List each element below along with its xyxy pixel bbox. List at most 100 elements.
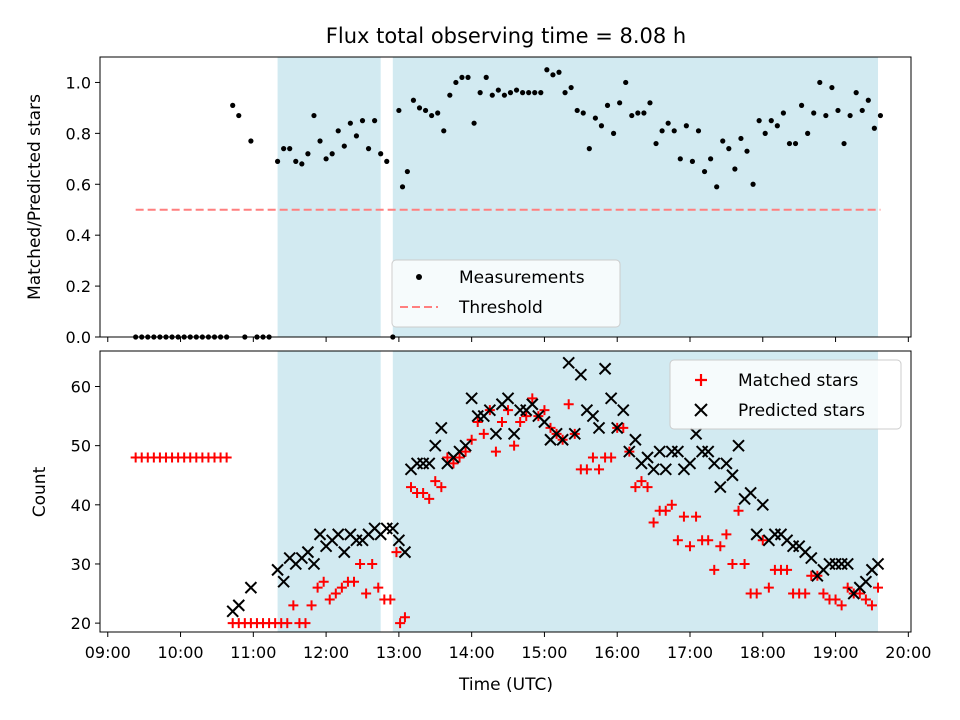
top-axes-frame <box>99 56 912 338</box>
measurement-point <box>641 110 647 116</box>
measurement-point <box>732 166 738 172</box>
matched-point <box>563 399 574 410</box>
matched-point <box>800 588 811 599</box>
measurement-point <box>568 84 574 91</box>
measurement-point <box>378 151 384 157</box>
predicted-point <box>750 528 763 541</box>
y-tick-label: 0.4 <box>66 226 91 245</box>
predicted-point <box>671 445 685 458</box>
matched-point <box>642 482 653 493</box>
measurement-point <box>877 112 884 119</box>
predicted-point <box>277 575 290 588</box>
measurement-point <box>708 156 714 162</box>
measurement-point <box>586 146 592 152</box>
measurement-point <box>871 125 877 131</box>
matched-point <box>466 434 477 445</box>
measurement-point <box>429 112 435 119</box>
matched-point <box>300 618 311 629</box>
matched-point <box>448 458 459 469</box>
y-tick-label: 60 <box>71 377 91 396</box>
measurement-point <box>526 90 532 96</box>
measurement-point <box>677 156 683 162</box>
matched-point <box>545 422 556 433</box>
measurement-point <box>384 158 390 164</box>
matched-point <box>757 535 768 546</box>
matched-point <box>460 446 471 457</box>
measurement-point <box>532 90 538 96</box>
y-tick-label: 1.0 <box>66 73 91 92</box>
measurement-point <box>274 158 281 164</box>
x-tick-label: 13:00 <box>376 643 422 662</box>
predicted-point <box>386 522 400 535</box>
x-axis-label: Time (UTC) <box>458 675 553 695</box>
predicted-point <box>617 403 630 417</box>
matched-point <box>539 405 550 416</box>
measurement-point <box>520 90 526 96</box>
matched-point <box>618 422 629 433</box>
predicted-point <box>562 356 575 370</box>
legend-predicted-marker <box>694 403 708 417</box>
matched-point <box>324 594 335 605</box>
measurement-point <box>714 184 720 190</box>
measurement-point <box>365 146 372 152</box>
matched-point <box>355 558 366 569</box>
shaded-span <box>277 57 381 337</box>
matched-point <box>763 582 774 593</box>
predicted-point <box>398 545 412 559</box>
measurement-point <box>835 107 841 114</box>
matched-point <box>330 588 341 599</box>
predicted-point <box>483 403 497 417</box>
measurement-point <box>556 69 562 75</box>
y-tick-label: 20 <box>71 614 91 633</box>
predicted-point <box>244 581 258 594</box>
matched-point <box>385 594 396 605</box>
measurement-point <box>335 128 341 134</box>
matched-point <box>666 499 677 510</box>
measurement-point <box>404 168 410 175</box>
matched-point <box>636 476 647 487</box>
measurement-point <box>768 118 774 124</box>
measurement-point <box>853 90 859 96</box>
measurement-point <box>248 138 254 144</box>
measurement-point <box>353 133 360 139</box>
predicted-point <box>726 469 739 482</box>
matched-point <box>306 600 317 611</box>
measurement-point <box>580 110 586 116</box>
matched-point <box>478 428 489 439</box>
matched-point <box>391 547 402 558</box>
matched-point <box>830 594 841 605</box>
predicted-point <box>708 457 721 470</box>
matched-point <box>318 576 329 587</box>
predicted-point <box>611 421 624 435</box>
shaded-span <box>277 351 381 632</box>
predicted-point <box>653 445 666 458</box>
predicted-point <box>683 457 697 470</box>
matched-point <box>581 464 592 475</box>
measurement-point <box>341 143 347 149</box>
measurement-point <box>416 105 423 111</box>
predicted-point <box>301 545 315 559</box>
measurement-point <box>507 90 514 96</box>
matched-point <box>312 582 323 593</box>
x-tick-label: 18:00 <box>740 643 786 662</box>
legend-matched-marker <box>695 374 707 386</box>
predicted-point <box>871 557 885 571</box>
measurement-point <box>629 112 635 119</box>
predicted-point <box>592 421 606 435</box>
matched-point <box>454 452 465 463</box>
measurement-point <box>305 151 311 157</box>
measurement-point <box>422 107 429 114</box>
x-tick-label: 14:00 <box>449 643 495 662</box>
predicted-point <box>574 368 588 381</box>
matched-point <box>399 612 410 623</box>
measurement-point <box>744 148 750 154</box>
legend-measurements-label: Measurements <box>459 268 585 288</box>
measurement-point <box>311 112 317 119</box>
matched-point <box>472 416 483 427</box>
bottom-axes-frame <box>99 350 912 633</box>
legend-matched-label: Matched stars <box>738 371 858 391</box>
predicted-point <box>332 528 345 541</box>
matched-point <box>361 588 372 599</box>
measurement-point <box>396 107 402 114</box>
